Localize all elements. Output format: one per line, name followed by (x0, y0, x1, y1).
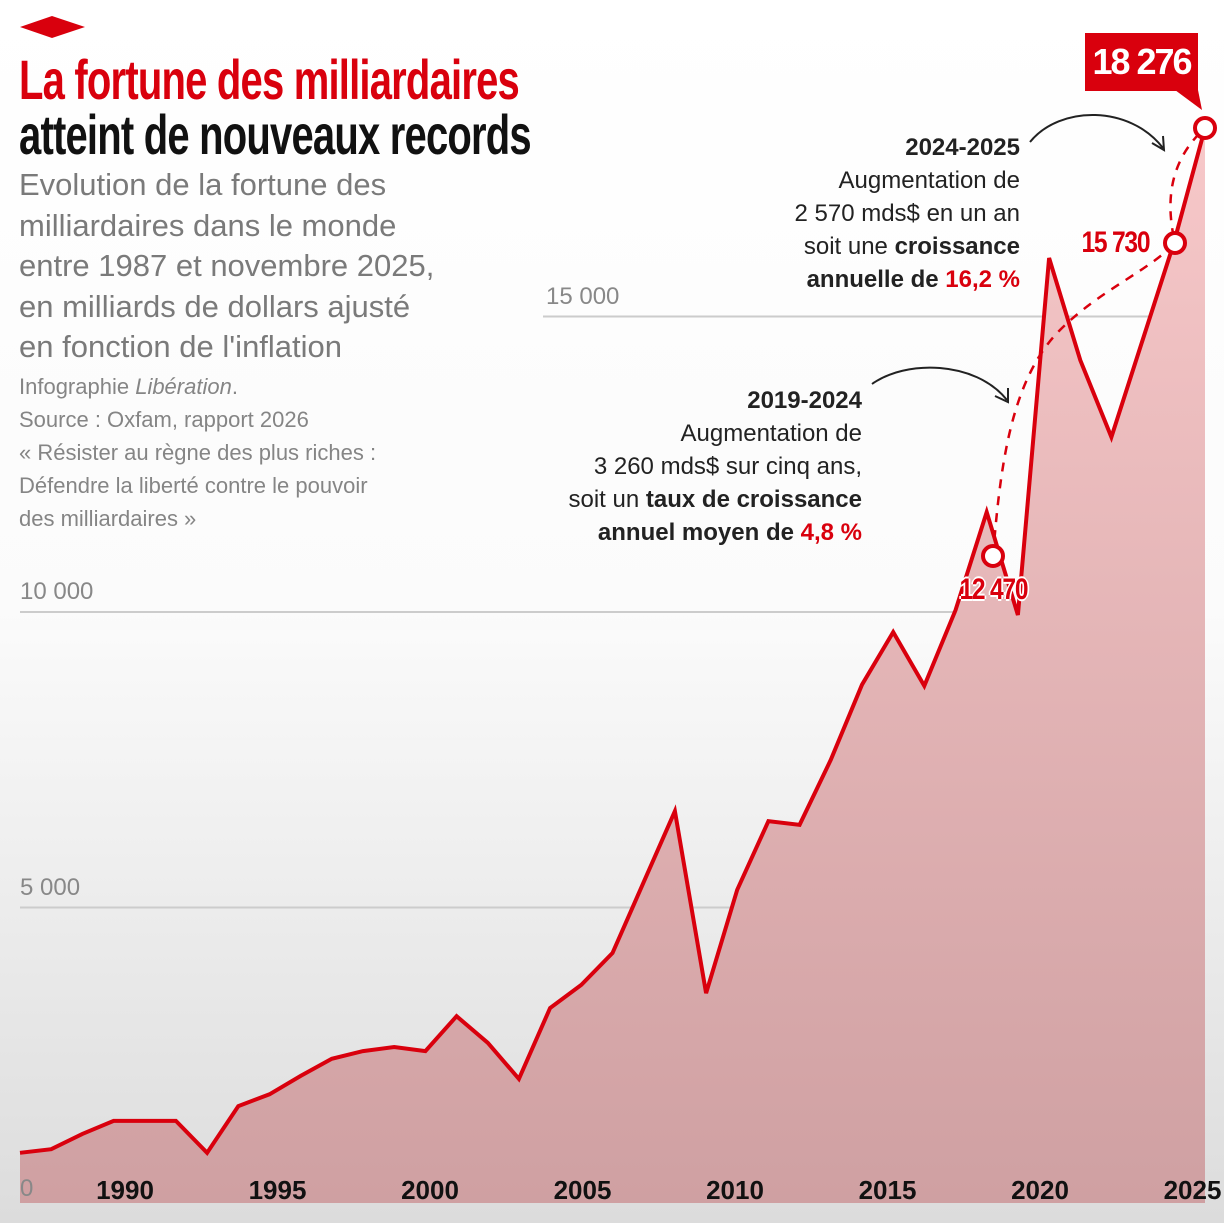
annotation-rate: 16,2 % (945, 266, 1020, 293)
annotation-2024-2025: 2024-2025 Augmentation de 2 570 mds$ en … (794, 131, 1020, 296)
subtitle-line: en milliards de dollars ajusté (19, 288, 411, 324)
source-line: Source : Oxfam, rapport 2026 (19, 407, 309, 432)
annotation-line: Augmentation de (680, 420, 862, 447)
marker-18276 (1193, 116, 1217, 140)
x-tick-label: 2020 (1011, 1175, 1069, 1205)
annotation-period: 2019-2024 (747, 387, 862, 414)
subtitle-line: Evolution de la fortune des (19, 167, 387, 202)
annotation-rate: 4,8 % (800, 519, 862, 546)
trend-dashed-line (991, 127, 1206, 557)
annotation-line: Augmentation de (838, 167, 1020, 194)
x-tick-label: 2005 (553, 1175, 612, 1205)
value-label-15730: 15 730 (1081, 226, 1150, 259)
x-tick-label: 1990 (96, 1175, 154, 1205)
y-tick-label: 0 (20, 1175, 34, 1202)
annotation-line: 2 570 mds$ en un an (794, 200, 1020, 227)
y-tick-label: 5 000 (20, 873, 81, 901)
badge-tail (1175, 90, 1202, 110)
annotation-2019-2024: 2019-2024 Augmentation de 3 260 mds$ sur… (569, 384, 863, 549)
value-label-12470: 12 470 (959, 573, 1028, 606)
area-fill (20, 128, 1205, 1203)
annotation-period: 2024-2025 (905, 134, 1020, 161)
x-tick-label: 1995 (248, 1175, 307, 1205)
x-tick-label: 2010 (706, 1175, 764, 1205)
credit-suffix: . (231, 374, 238, 399)
series-line (19, 127, 1207, 1156)
annotation-bold: annuel moyen de (597, 519, 801, 546)
annotation-bold: croissance (894, 233, 1020, 260)
source-line: « Résister au règne des plus riches : (19, 440, 377, 465)
subtitle: Evolution de la fortune des milliardaire… (19, 165, 434, 368)
annotation-bold: taux de croissance (645, 486, 862, 513)
source-line: des milliardaires » (19, 506, 197, 531)
subtitle-line: entre 1987 et novembre 2025, (19, 248, 435, 283)
title-line-2: atteint de nouveaux records (19, 103, 532, 167)
source-block: Infographie Libération. Source : Oxfam, … (19, 370, 376, 535)
value-badge-18276: 18 276 (1085, 33, 1198, 91)
arrow-2019 (871, 366, 1009, 404)
arrow-2024 (1029, 114, 1166, 152)
annotation-bold: annuelle de (806, 266, 946, 293)
credit-prefix: Infographie (19, 374, 136, 399)
x-tick-label: 2000 (401, 1175, 459, 1205)
marker-12470 (981, 544, 1005, 568)
logo-diamond-icon (20, 16, 85, 38)
subtitle-line: milliardaires dans le monde (19, 207, 397, 243)
x-tick-label: 2015 (858, 1175, 917, 1205)
marker-15730 (1163, 231, 1187, 255)
subtitle-line: en fonction de l'inflation (19, 329, 343, 364)
annotation-line: soit un (568, 486, 646, 513)
x-tick-label: 2025 (1163, 1175, 1222, 1205)
y-tick-label: 15 000 (546, 282, 620, 310)
title-line-1: La fortune des milliardaires (19, 48, 520, 112)
credit: Infographie Libération. (19, 370, 376, 403)
y-tick-label: 10 000 (20, 578, 94, 605)
annotation-line: 3 260 mds$ sur cinq ans, (593, 453, 862, 480)
annotation-line: soit une (803, 233, 895, 260)
credit-brand: Libération (135, 374, 232, 399)
source-line: Défendre la liberté contre le pouvoir (19, 473, 368, 498)
